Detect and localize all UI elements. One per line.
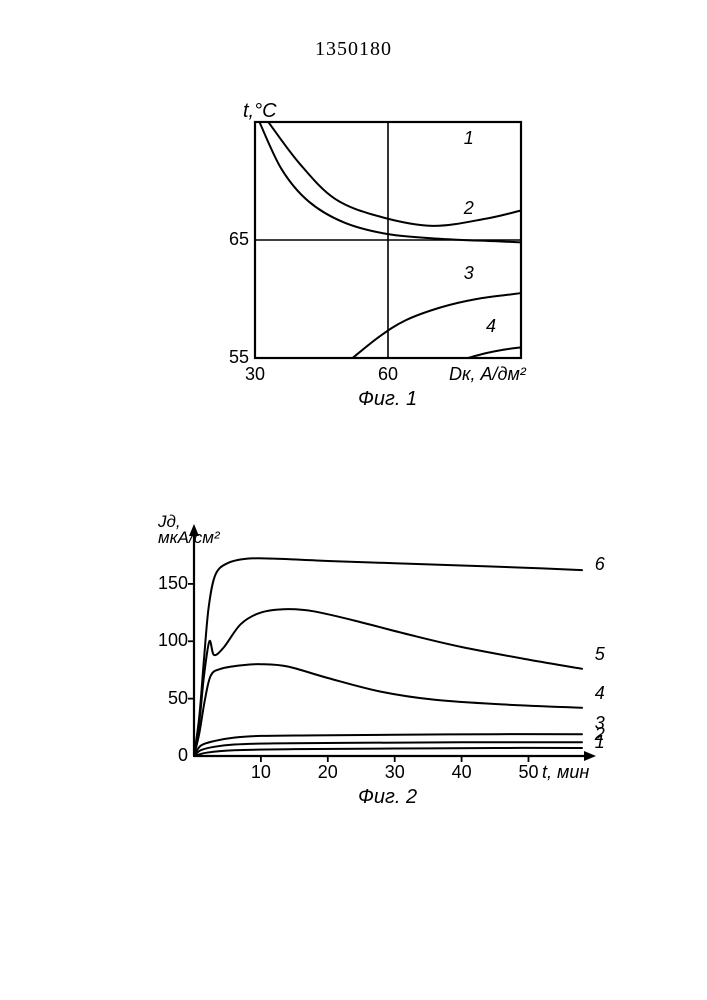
y-tick: 0	[178, 745, 188, 766]
curve-4	[468, 347, 521, 358]
y-tick: 55	[229, 347, 249, 368]
curve-label-2: 2	[464, 198, 474, 219]
curve-label-5: 5	[595, 644, 605, 665]
curve-label-1: 1	[464, 128, 474, 149]
y-tick: 100	[158, 630, 188, 651]
y-axis-label: Jд, мкА/см²	[158, 514, 220, 546]
x-tick: 60	[378, 364, 398, 385]
figure-1-plot	[205, 108, 535, 398]
y-axis-label: t,°C	[243, 100, 277, 123]
figure-2: Jд, мкА/см²t, мин10203040500501001506543…	[132, 520, 602, 820]
figure-caption: Фиг. 2	[358, 786, 417, 809]
y-tick: 50	[168, 688, 188, 709]
x-axis-label: t, мин	[542, 762, 589, 783]
figure-caption: Фиг. 1	[358, 388, 417, 411]
y-tick: 150	[158, 573, 188, 594]
curve-6	[194, 558, 582, 756]
curve-1	[268, 122, 521, 226]
x-tick: 50	[518, 762, 538, 783]
x-tick: 40	[452, 762, 472, 783]
document-number: 1350180	[0, 38, 707, 61]
y-tick: 65	[229, 229, 249, 250]
curve-label-4: 4	[595, 683, 605, 704]
curve-3	[194, 734, 582, 756]
x-tick: 30	[385, 762, 405, 783]
x-tick: 10	[251, 762, 271, 783]
curve-label-4: 4	[486, 316, 496, 337]
curve-label-1: 1	[595, 732, 605, 753]
curve-label-6: 6	[595, 554, 605, 575]
x-tick: 20	[318, 762, 338, 783]
curve-2	[259, 122, 521, 242]
curve-label-3: 3	[464, 263, 474, 284]
x-axis-label: Dк, А/дм²	[449, 364, 526, 385]
figure-1: t,°CDк, А/дм²306055651234Фиг. 1	[205, 108, 535, 398]
curve-1	[194, 748, 582, 756]
